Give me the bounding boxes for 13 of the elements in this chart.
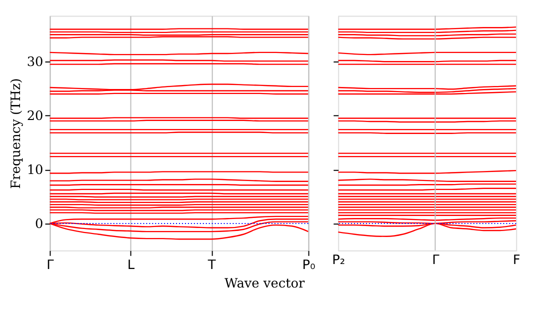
x-tick-label: Γ [432,252,440,268]
x-axis-title: Wave vector [224,276,306,292]
x-tick-label: P₀ [302,258,316,273]
x-tick-label: Γ [46,258,55,273]
x-tick-label: F [512,252,520,268]
y-tick-label: 10 [26,162,44,178]
x-tick-label: L [127,258,136,273]
x-tick-label: T [206,258,216,273]
y-tick-label: 30 [26,55,44,70]
x-tick-label: P₂ [332,252,346,268]
y-tick-label: 0 [35,216,44,232]
y-axis-title: Frequency (THz) [8,78,24,189]
y-tick-label: 20 [26,109,44,124]
